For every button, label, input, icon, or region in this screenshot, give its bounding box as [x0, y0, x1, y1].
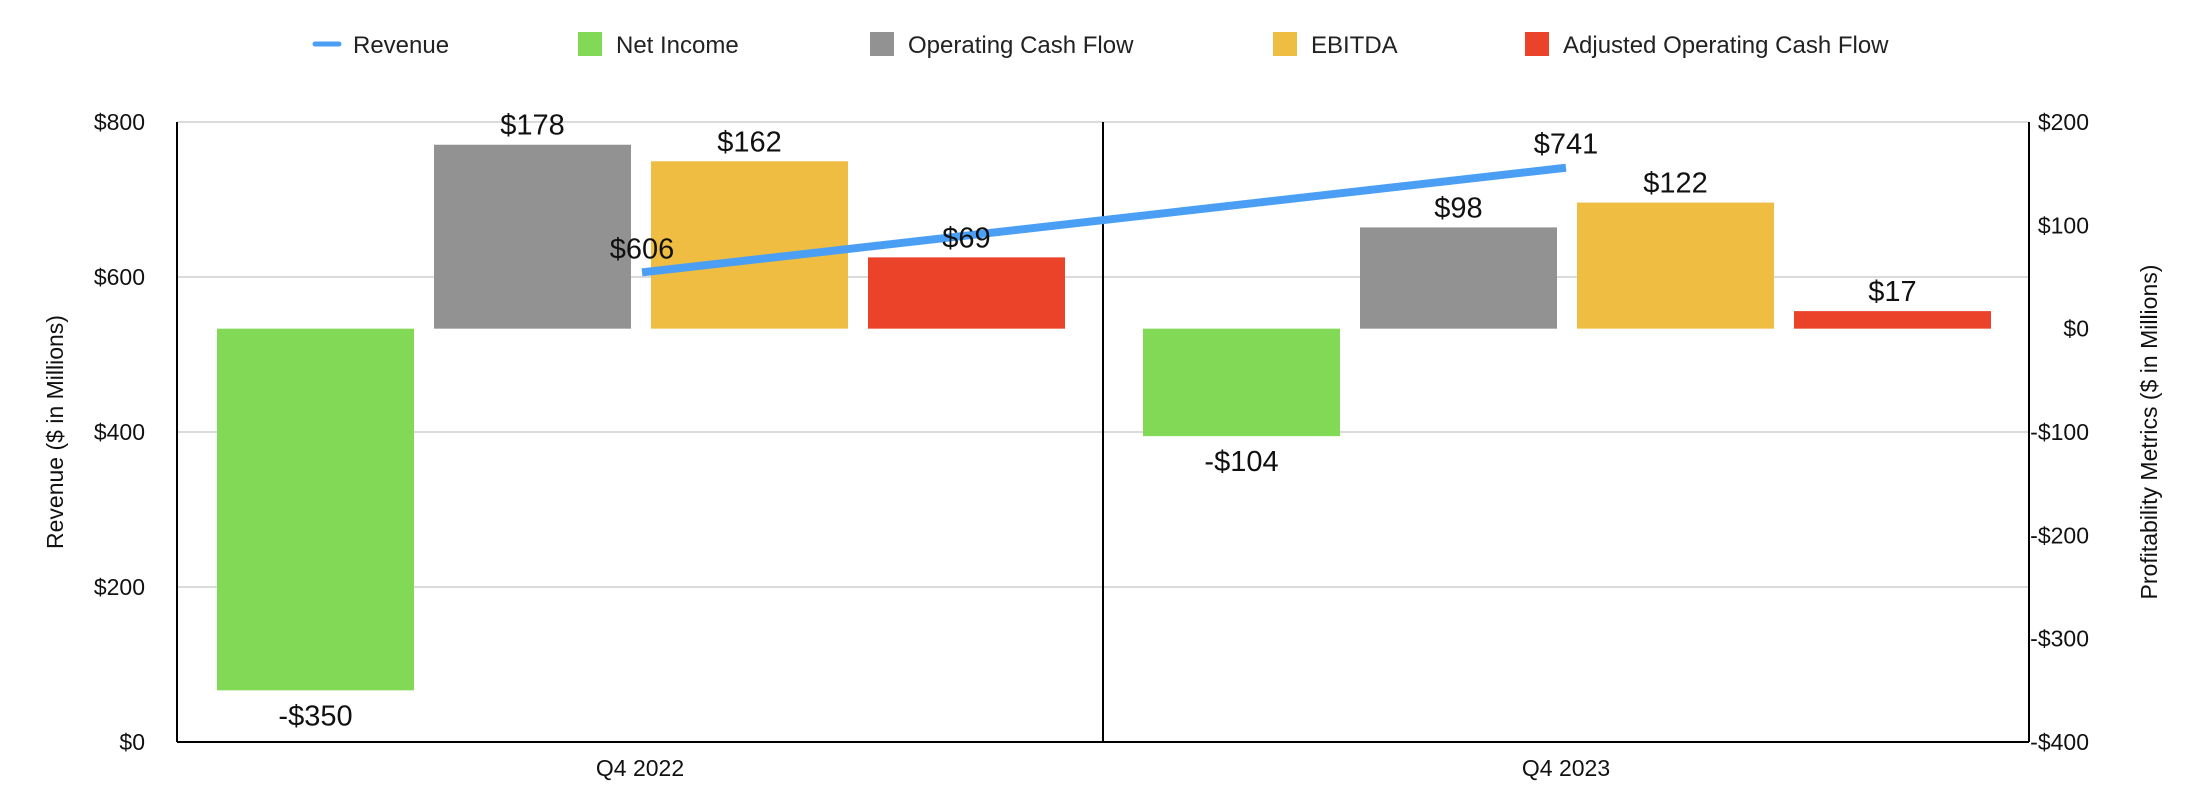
right-tick-label: $200	[2038, 109, 2089, 135]
data-label-revenue-q4-2022: $606	[610, 233, 675, 265]
x-tick-label-q4-2023: Q4 2023	[1522, 755, 1610, 781]
right-tick-label: -$300	[2030, 626, 2089, 652]
right-tick-label: -$200	[2030, 522, 2089, 548]
right-tick-label: -$100	[2030, 419, 2089, 445]
data-label-adjusted-operating-cash-flow-q4-2022: $69	[942, 222, 990, 254]
plot-frame	[176, 122, 2030, 743]
right-tick-label: $100	[2038, 212, 2089, 238]
legend: Revenue Net Income Operating Cash Flow EBIT…	[312, 32, 1889, 59]
revenue-line	[641, 163, 1567, 277]
data-label-net-income-q4-2023: -$104	[1204, 446, 1278, 478]
bar-ebitda-q4-2022	[651, 161, 848, 329]
axes: $0 $200 $400 $600 $800 -$400 -$300 -$200 -$100 $0…	[42, 109, 2162, 781]
revenue-line-layer	[641, 163, 1567, 277]
legend-label-revenue: Revenue	[353, 32, 449, 59]
right-tick-label: -$400	[2030, 729, 2089, 755]
data-labels: -$350 $178 $162 $69 -$104 $98 $122 $17 $606 $741	[278, 110, 1916, 733]
left-tick-label: $800	[94, 109, 145, 135]
left-tick-label: $200	[94, 574, 145, 600]
bars	[217, 144, 1991, 691]
legend-swatch-ebitda	[1273, 32, 1297, 56]
legend-label-net-income: Net Income	[616, 32, 739, 59]
bar-operating-cash-flow-q4-2022	[434, 144, 631, 329]
left-tick-label: $600	[94, 264, 145, 290]
bar-operating-cash-flow-q4-2023	[1360, 227, 1557, 329]
left-tick-label: $0	[119, 729, 145, 755]
right-tick-label: $0	[2063, 316, 2089, 342]
bar-net-income-q4-2022	[217, 328, 414, 691]
legend-label-operating-cash-flow: Operating Cash Flow	[908, 32, 1134, 59]
left-axis-title: Revenue ($ in Millions)	[42, 315, 68, 549]
data-label-operating-cash-flow-q4-2023: $98	[1434, 192, 1482, 224]
legend-label-ebitda: EBITDA	[1311, 32, 1398, 59]
data-label-net-income-q4-2022: -$350	[278, 700, 352, 732]
right-axis-title: Profitability Metrics ($ in Millions)	[2136, 265, 2162, 600]
left-tick-label: $400	[94, 419, 145, 445]
data-label-operating-cash-flow-q4-2022: $178	[500, 110, 565, 142]
bar-net-income-q4-2023	[1143, 328, 1340, 437]
legend-label-adjusted-operating-cash-flow: Adjusted Operating Cash Flow	[1563, 32, 1889, 59]
legend-swatch-adjusted-operating-cash-flow	[1525, 32, 1549, 56]
data-label-ebitda-q4-2022: $162	[717, 126, 782, 158]
legend-swatch-net-income	[578, 32, 602, 56]
data-label-ebitda-q4-2023: $122	[1643, 168, 1708, 200]
bar-ebitda-q4-2023	[1577, 202, 1774, 329]
data-label-revenue-q4-2023: $741	[1534, 129, 1599, 161]
bar-adjusted-operating-cash-flow-q4-2023	[1794, 311, 1991, 329]
legend-swatch-operating-cash-flow	[870, 32, 894, 56]
x-tick-label-q4-2022: Q4 2022	[596, 755, 684, 781]
bar-adjusted-operating-cash-flow-q4-2022	[868, 257, 1065, 329]
data-label-adjusted-operating-cash-flow-q4-2023: $17	[1868, 276, 1916, 308]
